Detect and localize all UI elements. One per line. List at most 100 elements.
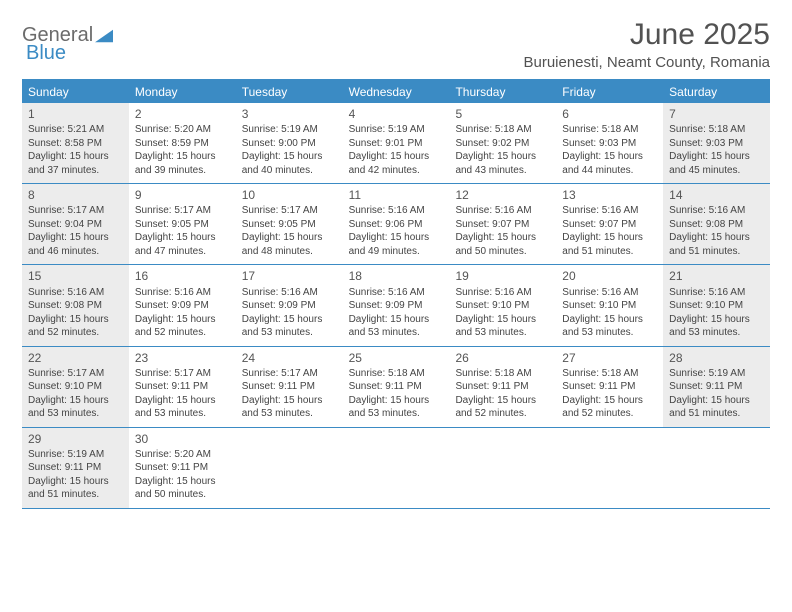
daylight-line: Daylight: 15 hours and 47 minutes. <box>135 231 230 258</box>
sunrise-line: Sunrise: 5:19 AM <box>349 123 444 137</box>
daylight-line: Daylight: 15 hours and 40 minutes. <box>242 150 337 177</box>
daylight-line: Daylight: 15 hours and 50 minutes. <box>455 231 550 258</box>
day-number: 11 <box>349 187 444 203</box>
day-number: 9 <box>135 187 230 203</box>
empty-cell <box>343 428 450 508</box>
day-cell-9: 9Sunrise: 5:17 AMSunset: 9:05 PMDaylight… <box>129 184 236 264</box>
day-cell-27: 27Sunrise: 5:18 AMSunset: 9:11 PMDayligh… <box>556 347 663 427</box>
day-number: 22 <box>28 350 123 366</box>
logo-triangle-icon <box>95 29 113 43</box>
empty-cell <box>663 428 770 508</box>
sunset-line: Sunset: 9:11 PM <box>28 461 123 475</box>
day-number: 21 <box>669 268 764 284</box>
sunset-line: Sunset: 9:10 PM <box>455 299 550 313</box>
sunrise-line: Sunrise: 5:17 AM <box>28 204 123 218</box>
day-cell-10: 10Sunrise: 5:17 AMSunset: 9:05 PMDayligh… <box>236 184 343 264</box>
day-number: 19 <box>455 268 550 284</box>
day-cell-19: 19 Sunrise: 5:16 AMSunset: 9:10 PMDayligh… <box>449 265 556 345</box>
day-number: 18 <box>349 268 444 284</box>
sunset-line: Sunset: 9:11 PM <box>135 461 230 475</box>
empty-cell <box>449 428 556 508</box>
dow-saturday: Saturday <box>663 81 770 103</box>
daylight-line: Daylight: 15 hours and 53 minutes. <box>349 313 444 340</box>
daylight-line: Daylight: 15 hours and 51 minutes. <box>562 231 657 258</box>
day-cell-14: 14Sunrise: 5:16 AMSunset: 9:08 PMDayligh… <box>663 184 770 264</box>
sunset-line: Sunset: 9:11 PM <box>135 380 230 394</box>
sunset-line: Sunset: 9:10 PM <box>669 299 764 313</box>
week-row: 15Sunrise: 5:16 AMSunset: 9:08 PMDayligh… <box>22 265 770 346</box>
day-number: 6 <box>562 106 657 122</box>
day-cell-24: 24Sunrise: 5:17 AMSunset: 9:11 PMDayligh… <box>236 347 343 427</box>
day-number: 27 <box>562 350 657 366</box>
sunset-line: Sunset: 9:09 PM <box>135 299 230 313</box>
daylight-line: Daylight: 15 hours and 39 minutes. <box>135 150 230 177</box>
daylight-line: Daylight: 15 hours and 51 minutes. <box>669 394 764 421</box>
sunrise-line: Sunrise: 5:16 AM <box>349 286 444 300</box>
sunrise-line: Sunrise: 5:17 AM <box>242 204 337 218</box>
sunrise-line: Sunrise: 5:17 AM <box>135 367 230 381</box>
daylight-line: Daylight: 15 hours and 37 minutes. <box>28 150 123 177</box>
day-cell-15: 15Sunrise: 5:16 AMSunset: 9:08 PMDayligh… <box>22 265 129 345</box>
week-row: 22Sunrise: 5:17 AMSunset: 9:10 PMDayligh… <box>22 347 770 428</box>
day-of-week-row: SundayMondayTuesdayWednesdayThursdayFrid… <box>22 81 770 103</box>
day-number: 15 <box>28 268 123 284</box>
sunset-line: Sunset: 9:09 PM <box>349 299 444 313</box>
sunrise-line: Sunrise: 5:20 AM <box>135 448 230 462</box>
sunset-line: Sunset: 8:59 PM <box>135 137 230 151</box>
day-cell-17: 17Sunrise: 5:16 AMSunset: 9:09 PMDayligh… <box>236 265 343 345</box>
sunrise-line: Sunrise: 5:16 AM <box>242 286 337 300</box>
day-number: 3 <box>242 106 337 122</box>
sunrise-line: Sunrise: 5:21 AM <box>28 123 123 137</box>
sunset-line: Sunset: 9:11 PM <box>349 380 444 394</box>
sunset-line: Sunset: 9:08 PM <box>28 299 123 313</box>
sunrise-line: Sunrise: 5:16 AM <box>562 286 657 300</box>
calendar: SundayMondayTuesdayWednesdayThursdayFrid… <box>22 79 770 509</box>
sunset-line: Sunset: 9:11 PM <box>562 380 657 394</box>
day-cell-5: 5Sunrise: 5:18 AMSunset: 9:02 PMDaylight… <box>449 103 556 183</box>
day-number: 30 <box>135 431 230 447</box>
day-cell-2: 2Sunrise: 5:20 AMSunset: 8:59 PMDaylight… <box>129 103 236 183</box>
day-cell-6: 6Sunrise: 5:18 AMSunset: 9:03 PMDaylight… <box>556 103 663 183</box>
daylight-line: Daylight: 15 hours and 48 minutes. <box>242 231 337 258</box>
daylight-line: Daylight: 15 hours and 43 minutes. <box>455 150 550 177</box>
empty-cell <box>236 428 343 508</box>
daylight-line: Daylight: 15 hours and 53 minutes. <box>349 394 444 421</box>
sunrise-line: Sunrise: 5:18 AM <box>455 123 550 137</box>
daylight-line: Daylight: 15 hours and 52 minutes. <box>455 394 550 421</box>
sunrise-line: Sunrise: 5:16 AM <box>135 286 230 300</box>
day-cell-22: 22Sunrise: 5:17 AMSunset: 9:10 PMDayligh… <box>22 347 129 427</box>
day-number: 25 <box>349 350 444 366</box>
day-cell-29: 29Sunrise: 5:19 AMSunset: 9:11 PMDayligh… <box>22 428 129 508</box>
daylight-line: Daylight: 15 hours and 45 minutes. <box>669 150 764 177</box>
daylight-line: Daylight: 15 hours and 53 minutes. <box>562 313 657 340</box>
dow-sunday: Sunday <box>22 81 129 103</box>
day-cell-7: 7Sunrise: 5:18 AMSunset: 9:03 PMDaylight… <box>663 103 770 183</box>
sunrise-line: Sunrise: 5:16 AM <box>669 286 764 300</box>
daylight-line: Daylight: 15 hours and 53 minutes. <box>28 394 123 421</box>
day-number: 26 <box>455 350 550 366</box>
day-number: 7 <box>669 106 764 122</box>
sunrise-line: Sunrise: 5:16 AM <box>28 286 123 300</box>
sunset-line: Sunset: 9:04 PM <box>28 218 123 232</box>
day-cell-23: 23Sunrise: 5:17 AMSunset: 9:11 PMDayligh… <box>129 347 236 427</box>
daylight-line: Daylight: 15 hours and 44 minutes. <box>562 150 657 177</box>
dow-thursday: Thursday <box>449 81 556 103</box>
sunrise-line: Sunrise: 5:16 AM <box>455 286 550 300</box>
week-row: 1Sunrise: 5:21 AMSunset: 8:58 PMDaylight… <box>22 103 770 184</box>
daylight-line: Daylight: 15 hours and 50 minutes. <box>135 475 230 502</box>
sunset-line: Sunset: 9:10 PM <box>562 299 657 313</box>
sunset-line: Sunset: 9:03 PM <box>562 137 657 151</box>
daylight-line: Daylight: 15 hours and 51 minutes. <box>28 475 123 502</box>
daylight-line: Daylight: 15 hours and 52 minutes. <box>135 313 230 340</box>
sunset-line: Sunset: 9:09 PM <box>242 299 337 313</box>
day-cell-11: 11Sunrise: 5:16 AMSunset: 9:06 PMDayligh… <box>343 184 450 264</box>
day-cell-30: 30Sunrise: 5:20 AMSunset: 9:11 PMDayligh… <box>129 428 236 508</box>
sunrise-line: Sunrise: 5:19 AM <box>242 123 337 137</box>
day-number: 1 <box>28 106 123 122</box>
sunrise-line: Sunrise: 5:17 AM <box>242 367 337 381</box>
daylight-line: Daylight: 15 hours and 53 minutes. <box>455 313 550 340</box>
day-number: 16 <box>135 268 230 284</box>
day-number: 5 <box>455 106 550 122</box>
sunset-line: Sunset: 9:05 PM <box>242 218 337 232</box>
day-number: 8 <box>28 187 123 203</box>
